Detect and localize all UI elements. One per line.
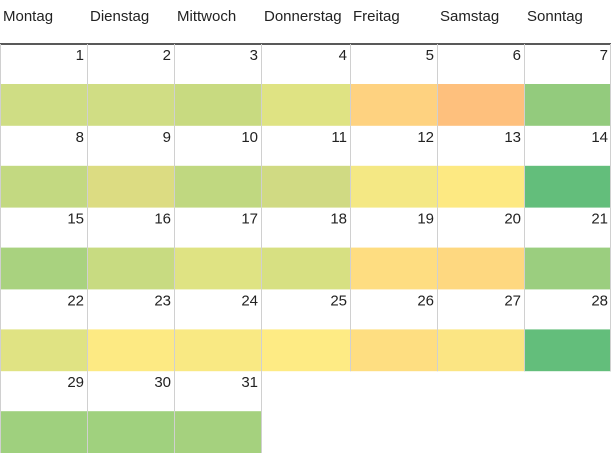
day-number: 30 [154, 374, 171, 391]
day-number: 24 [241, 292, 258, 309]
day-heat [437, 84, 524, 126]
day-number: 3 [250, 47, 258, 64]
weekday-label: Montag [3, 8, 53, 25]
day-heat [261, 247, 350, 290]
day-number: 13 [504, 129, 521, 146]
day-heat [437, 165, 524, 208]
day-number: 20 [504, 211, 521, 228]
day-heat [174, 84, 261, 126]
day-heat [87, 165, 174, 208]
day-heat [87, 84, 174, 126]
day-number: 14 [591, 129, 608, 146]
weekday-label: Freitag [353, 8, 400, 25]
day-heat [350, 84, 437, 126]
day-number: 31 [241, 374, 258, 391]
day-heat [174, 329, 261, 372]
day-heat [174, 165, 261, 208]
day-heat [87, 411, 174, 453]
day-number: 19 [417, 211, 434, 228]
day-number: 8 [76, 129, 84, 146]
weekday-label: Dienstag [90, 8, 149, 25]
day-heat [261, 329, 350, 372]
day-number: 28 [591, 292, 608, 309]
day-number: 12 [417, 129, 434, 146]
day-heat [0, 165, 87, 208]
day-number: 29 [67, 374, 84, 391]
day-number: 11 [331, 129, 347, 146]
day-number: 27 [504, 292, 521, 309]
day-heat [524, 247, 611, 290]
day-number: 1 [76, 47, 84, 64]
day-number: 15 [67, 211, 84, 228]
day-number: 7 [600, 47, 608, 64]
day-heat [174, 247, 261, 290]
day-heat [261, 165, 350, 208]
day-heat [437, 329, 524, 372]
day-number: 10 [241, 129, 258, 146]
day-heat [87, 247, 174, 290]
day-heat [350, 165, 437, 208]
weekday-label: Samstag [440, 8, 499, 25]
day-number: 25 [330, 292, 347, 309]
day-heat [524, 84, 611, 126]
weekday-label: Mittwoch [177, 8, 236, 25]
day-heat [0, 329, 87, 372]
day-number: 16 [154, 211, 171, 228]
day-number: 22 [67, 292, 84, 309]
day-heat [0, 411, 87, 453]
day-heat [174, 411, 261, 453]
day-number: 26 [417, 292, 434, 309]
day-number: 5 [426, 47, 434, 64]
day-heat [524, 165, 611, 208]
day-number: 6 [513, 47, 521, 64]
day-heat [0, 247, 87, 290]
day-heat [350, 247, 437, 290]
day-heat [437, 247, 524, 290]
weekday-label: Sonntag [527, 8, 583, 25]
weekday-label: Donnerstag [264, 8, 342, 25]
day-heat [87, 329, 174, 372]
day-number: 2 [163, 47, 171, 64]
day-number: 21 [591, 211, 608, 228]
day-number: 4 [339, 47, 347, 64]
day-heat [350, 329, 437, 372]
day-number: 18 [330, 211, 347, 228]
day-number: 17 [241, 211, 258, 228]
day-number: 23 [154, 292, 171, 309]
day-heat [261, 84, 350, 126]
day-heat [524, 329, 611, 372]
day-heat [0, 84, 87, 126]
day-number: 9 [163, 129, 171, 146]
